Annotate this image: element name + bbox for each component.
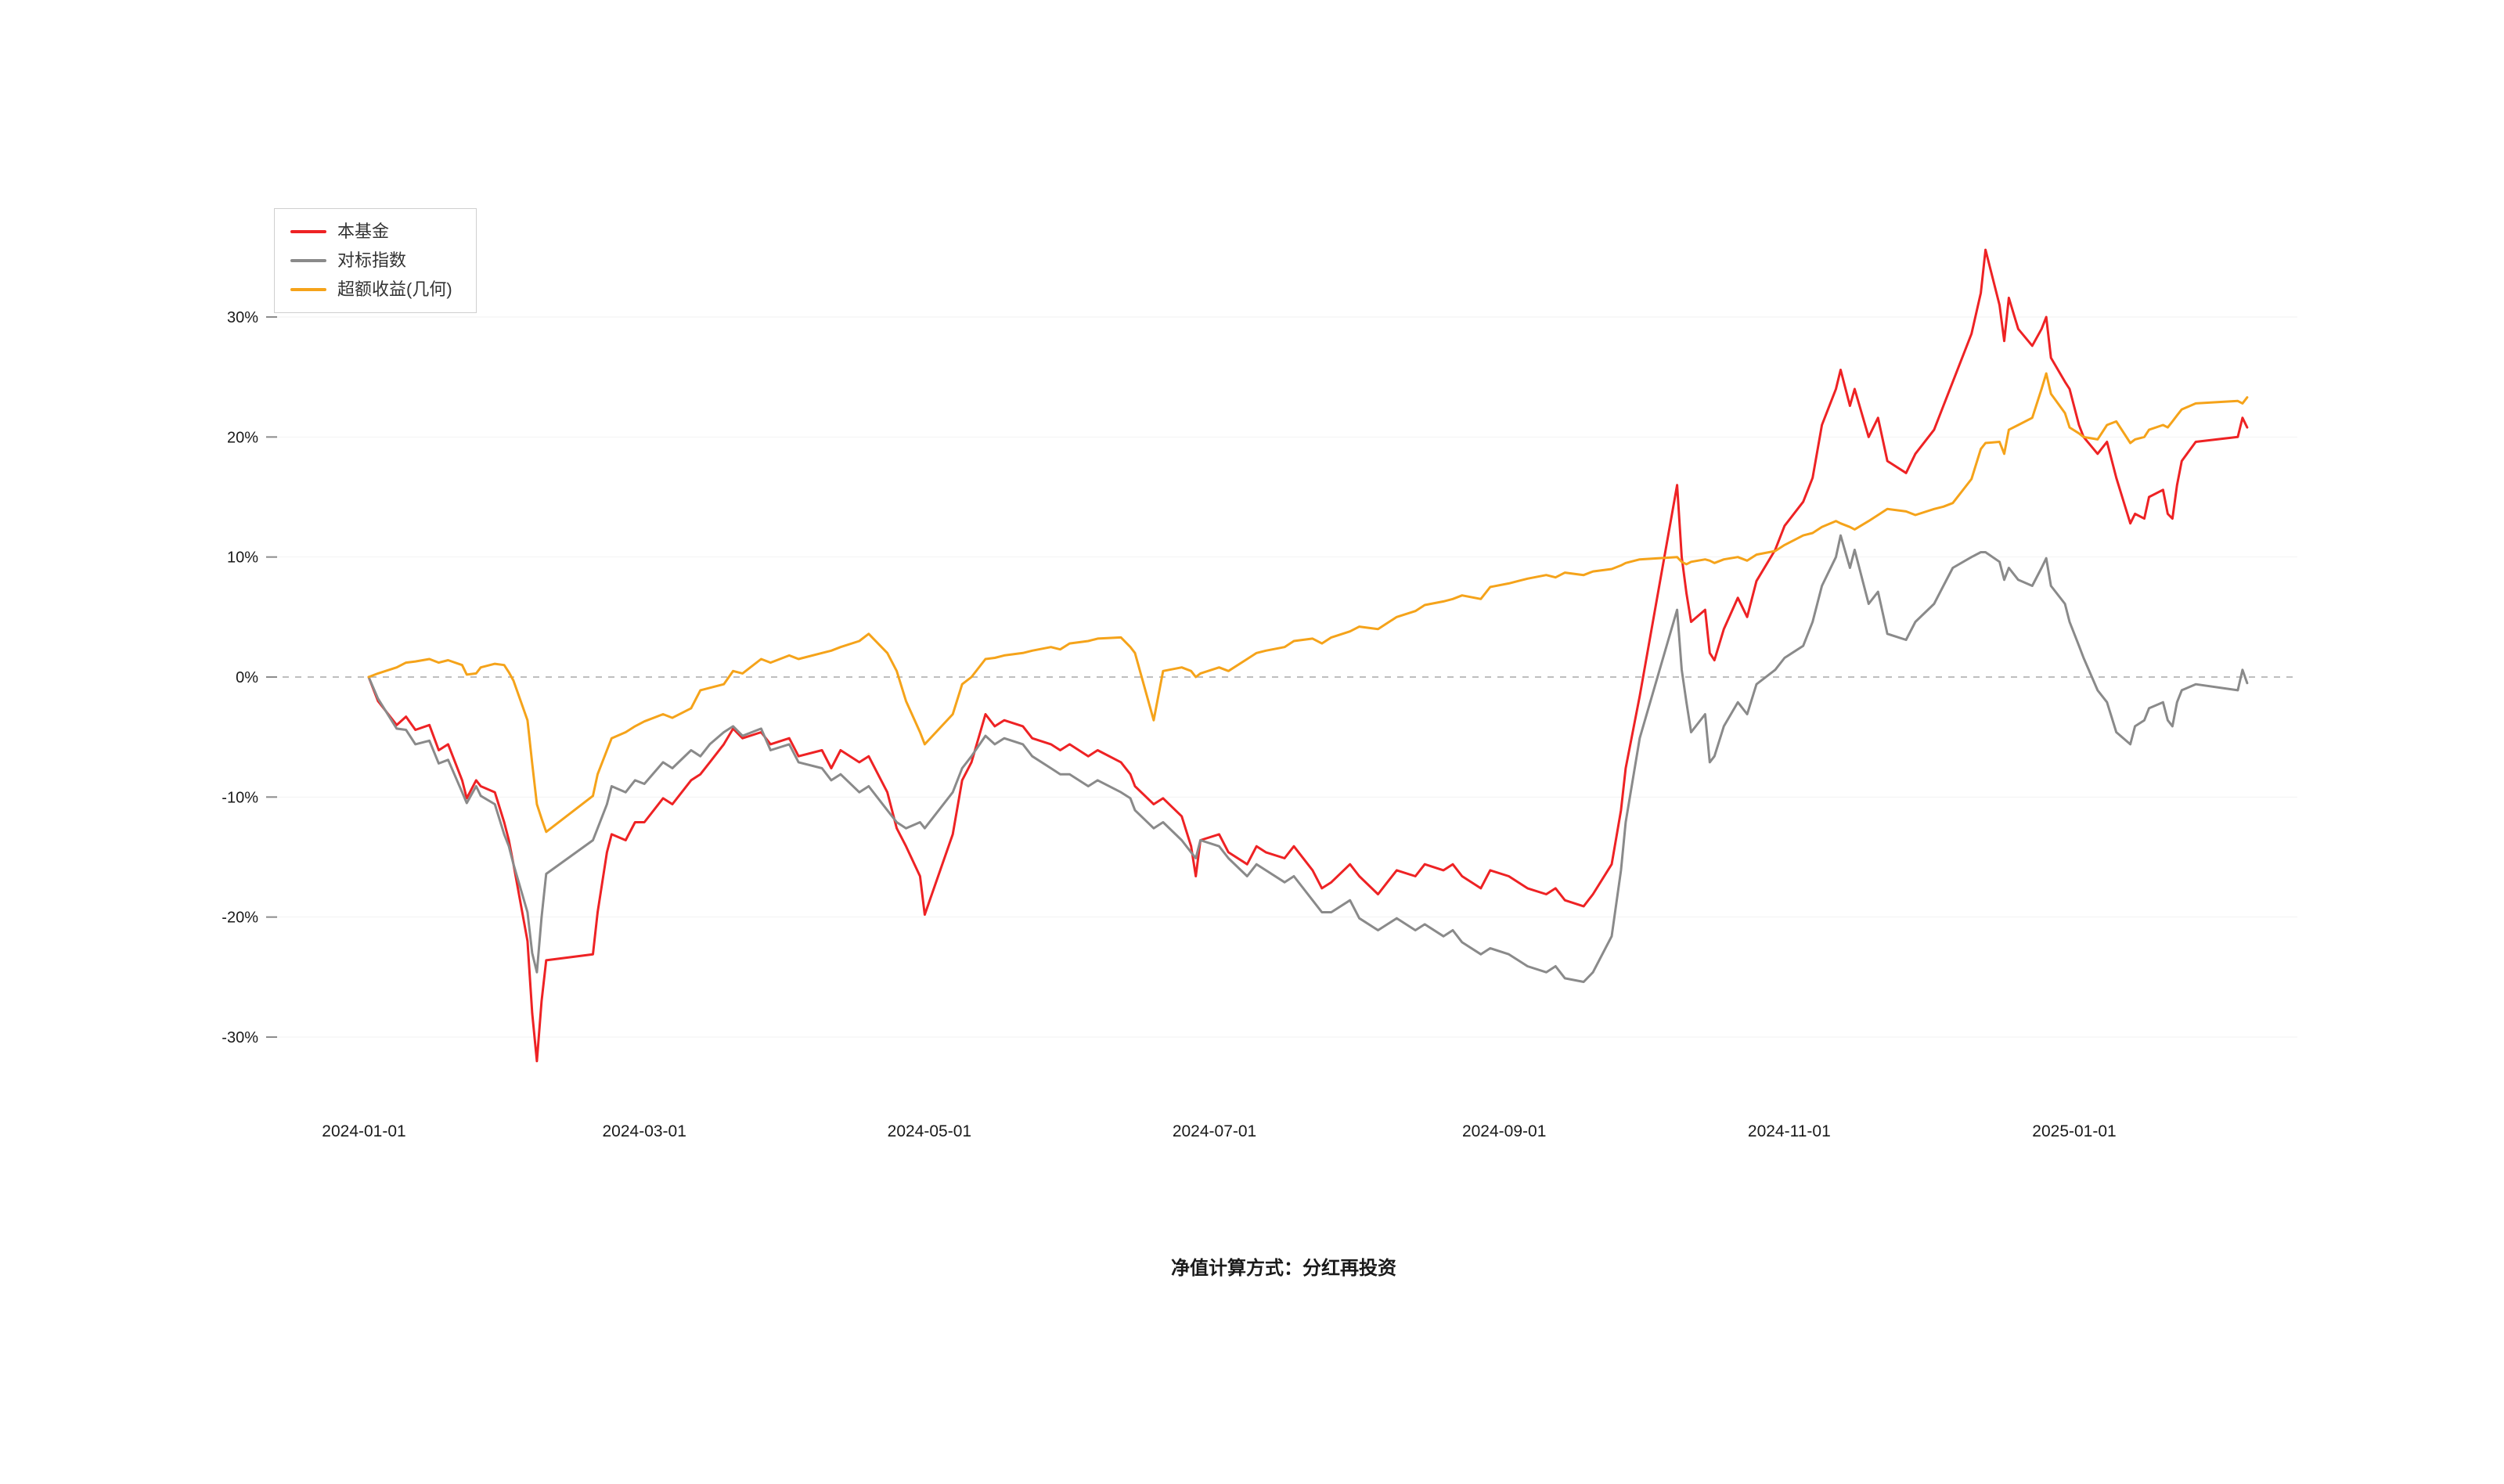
y-tick-label: -30% xyxy=(222,1029,258,1046)
legend-label: 对标指数 xyxy=(337,250,407,270)
y-tick-label: -10% xyxy=(222,789,258,806)
legend-item-1[interactable]: 本基金 xyxy=(290,223,452,240)
series-line-2 xyxy=(367,534,2249,983)
y-tick-label: 30% xyxy=(227,309,258,326)
x-tick-label: 2024-01-01 xyxy=(322,1122,405,1140)
x-tick-label: 2025-01-01 xyxy=(2032,1122,2116,1140)
legend-label: 超额收益(几何) xyxy=(337,279,452,299)
x-tick-label: 2024-11-01 xyxy=(1748,1122,1831,1140)
x-tick-label: 2024-09-01 xyxy=(1462,1122,1546,1140)
legend-item-3[interactable]: 超额收益(几何) xyxy=(290,281,452,298)
legend-label: 本基金 xyxy=(337,222,390,241)
series-line-3 xyxy=(367,372,2249,834)
x-tick-label: 2024-07-01 xyxy=(1173,1122,1256,1140)
chart-legend: 本基金对标指数超额收益(几何) xyxy=(274,208,477,313)
legend-line-swatch xyxy=(290,288,326,291)
legend-line-swatch xyxy=(290,259,326,262)
x-tick-label: 2024-05-01 xyxy=(888,1122,971,1140)
legend-item-2[interactable]: 对标指数 xyxy=(290,252,452,269)
x-tick-label: 2024-03-01 xyxy=(602,1122,686,1140)
y-tick-label: 0% xyxy=(236,669,258,686)
net-value-calculation-note: 净值计算方式：分红再投资 xyxy=(1171,1258,1396,1279)
y-tick-label: -20% xyxy=(222,909,258,927)
legend-line-swatch xyxy=(290,230,326,233)
y-tick-label: 20% xyxy=(227,429,258,446)
y-tick-label: 10% xyxy=(227,549,258,567)
series-line-1 xyxy=(367,248,2249,1063)
